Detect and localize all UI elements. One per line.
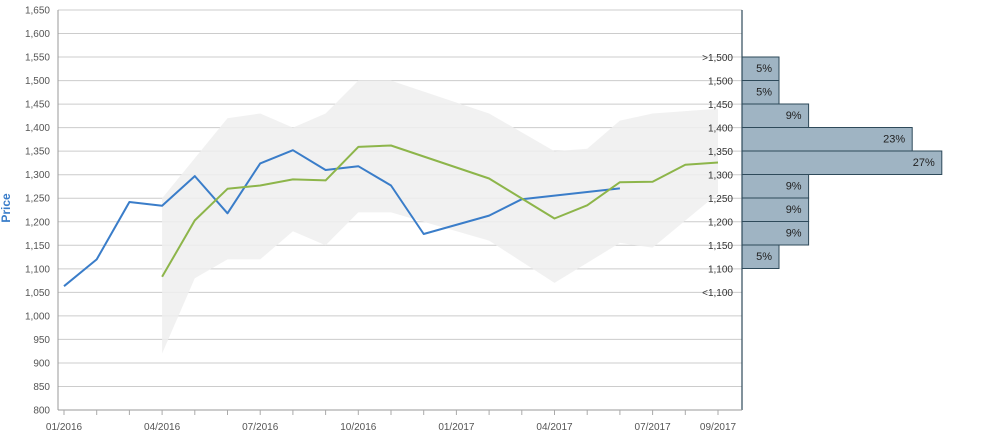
range-band <box>162 80 719 354</box>
histogram-category-label: 1,450 <box>708 100 733 111</box>
y-tick-label: 1,550 <box>25 53 50 64</box>
histogram-percent-label: 9% <box>786 228 802 240</box>
y-tick-label: 1,200 <box>25 217 50 228</box>
x-tick-label: 10/2016 <box>340 422 377 433</box>
y-tick-labels: 800 850 900 950 1,000 1,050 1,100 1,150 1,200 1,2… <box>25 6 50 417</box>
y-tick-label: 1,350 <box>25 147 50 158</box>
y-tick-label: 1,650 <box>25 6 50 17</box>
histogram-category-label: 1,150 <box>708 241 733 252</box>
y-tick-label: 1,100 <box>25 264 50 275</box>
histogram-category-label: 1,250 <box>708 194 733 205</box>
histogram-percent-label: 5% <box>756 251 772 263</box>
histogram-category-label: 1,350 <box>708 147 733 158</box>
histogram-percent-label: 9% <box>786 181 802 193</box>
axes <box>57 10 743 415</box>
histogram-bars: >1,500 5% 1,500 5% 1,450 9% 1,400 23% 1,350 27% 1,… <box>702 53 943 299</box>
histogram-percent-label: 5% <box>756 87 772 99</box>
x-tick-label: 01/2017 <box>438 422 475 433</box>
y-tick-label: 1,250 <box>25 194 50 205</box>
histogram-category-label: 1,200 <box>708 218 733 229</box>
histogram-category-label: 1,400 <box>708 124 733 135</box>
x-tick-label: 07/2017 <box>635 422 672 433</box>
histogram-percent-label: 23% <box>883 134 905 146</box>
x-tick-label: 07/2016 <box>242 422 279 433</box>
y-axis-title: Price <box>0 193 13 223</box>
y-tick-label: 1,400 <box>25 123 50 134</box>
y-tick-label: 1,500 <box>25 76 50 87</box>
y-tick-label: 800 <box>33 406 50 417</box>
y-tick-label: 850 <box>33 382 50 393</box>
histogram-percent-label: 5% <box>756 63 772 75</box>
x-tick-label: 04/2016 <box>144 422 181 433</box>
y-tick-label: 1,600 <box>25 29 50 40</box>
x-tick-label: 09/2017 <box>700 422 737 433</box>
histogram-category-label: >1,500 <box>702 53 733 64</box>
x-tick-labels: 01/2016 04/2016 07/2016 10/2016 01/2017 04/20… <box>46 422 737 433</box>
histogram-category-label: <1,100 <box>702 288 733 299</box>
histogram-category-label: 1,300 <box>708 171 733 182</box>
y-tick-label: 1,150 <box>25 241 50 252</box>
y-tick-label: 1,450 <box>25 100 50 111</box>
y-tick-label: 1,050 <box>25 288 50 299</box>
histogram-percent-label: 27% <box>913 157 935 169</box>
y-tick-label: 900 <box>33 358 50 369</box>
histogram-percent-label: 9% <box>786 204 802 216</box>
histogram-category-label: 1,500 <box>708 77 733 88</box>
histogram-category-label: 1,100 <box>708 265 733 276</box>
histogram-percent-label: 9% <box>786 110 802 122</box>
x-tick-label: 04/2017 <box>536 422 573 433</box>
x-tick-label: 01/2016 <box>46 422 83 433</box>
y-tick-label: 1,300 <box>25 170 50 181</box>
line-series <box>63 144 719 287</box>
y-tick-label: 950 <box>33 335 50 346</box>
y-tick-label: 1,000 <box>25 311 50 322</box>
series-line-2 <box>161 144 719 278</box>
series-line-1 <box>63 149 621 287</box>
